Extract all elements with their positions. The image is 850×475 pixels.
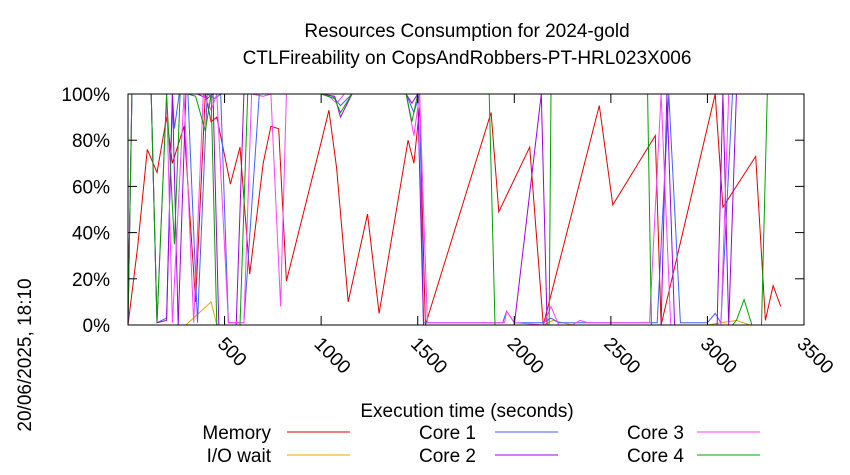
x-tick-label: 2000	[503, 334, 548, 379]
y-tick-label: 20%	[72, 270, 110, 291]
y-tick-label: 80%	[72, 131, 110, 152]
series-line-core-4	[127, 93, 781, 326]
y-tick-label: 40%	[72, 224, 110, 245]
plot-frame	[127, 93, 805, 326]
legend-label-core-2: Core 2	[419, 446, 476, 467]
legend-label-core-3: Core 3	[627, 423, 684, 444]
legend-label-i-o-wait: I/O wait	[207, 446, 272, 467]
x-tick-label: 1000	[310, 334, 355, 379]
series-line-i-o-wait	[128, 300, 781, 326]
x-tick-label: 500	[213, 334, 250, 371]
y-tick-label: 0%	[83, 316, 111, 337]
x-tick-label: 1500	[406, 334, 451, 379]
x-tick-label: 3500	[792, 334, 837, 379]
series-line-core-2	[127, 92, 781, 326]
y-tick-label: 60%	[72, 177, 110, 198]
plot-lines	[127, 92, 782, 326]
y-tick-label: 100%	[61, 85, 110, 106]
y-axis-ticks: 0% 20% 40% 60% 80% 100%	[61, 85, 804, 337]
series-line-core-3	[127, 93, 781, 326]
legend-label-core-1: Core 1	[419, 423, 476, 444]
timestamp-label: 20/06/2025, 18:10	[15, 278, 36, 431]
legend-label-core-4: Core 4	[627, 446, 684, 467]
x-axis-label: Execution time (seconds)	[360, 401, 573, 422]
legend-label-memory: Memory	[202, 423, 271, 444]
series-line-memory	[127, 93, 782, 326]
chart-subtitle: CTLFireability on CopsAndRobbers-PT-HRL0…	[243, 48, 692, 69]
x-tick-label: 2500	[599, 334, 644, 379]
series-line-core-1	[127, 92, 781, 326]
x-tick-label: 3000	[696, 334, 741, 379]
chart-title: Resources Consumption for 2024-gold	[304, 21, 629, 42]
